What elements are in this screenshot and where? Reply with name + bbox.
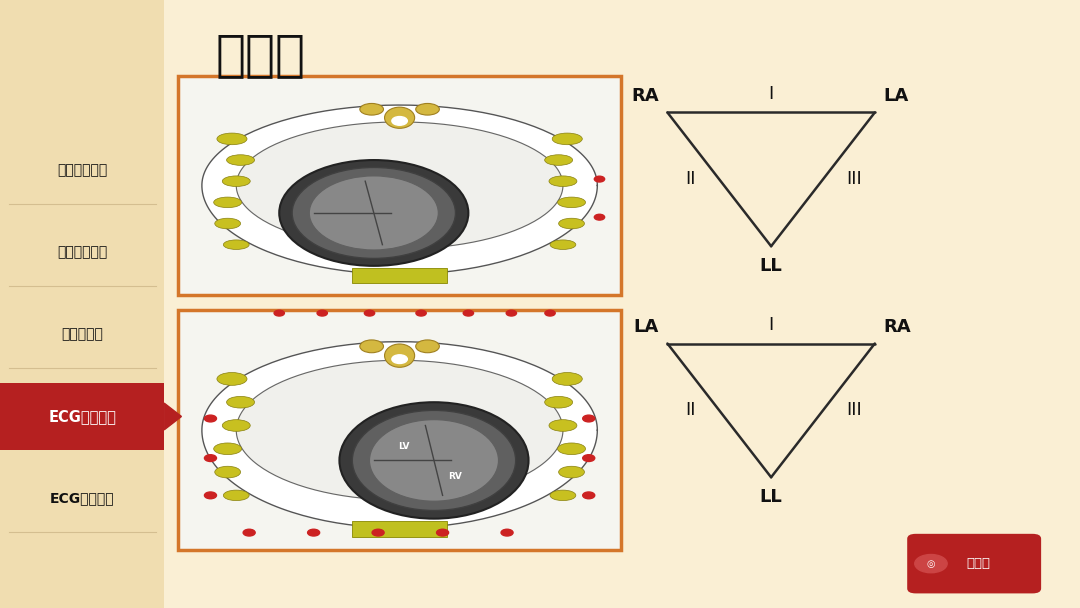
Ellipse shape: [215, 218, 241, 229]
Ellipse shape: [360, 340, 383, 353]
Circle shape: [243, 529, 255, 536]
Ellipse shape: [222, 420, 251, 431]
Text: ◎: ◎: [927, 559, 935, 568]
Ellipse shape: [217, 133, 247, 145]
Text: III: III: [847, 170, 863, 188]
Ellipse shape: [224, 490, 249, 500]
Circle shape: [507, 310, 516, 316]
Text: RV: RV: [448, 472, 462, 482]
Ellipse shape: [552, 373, 582, 385]
Text: 右位心: 右位心: [216, 31, 306, 78]
Ellipse shape: [416, 103, 440, 115]
Text: LA: LA: [883, 87, 908, 105]
Circle shape: [392, 117, 407, 125]
Ellipse shape: [549, 420, 577, 431]
Circle shape: [392, 355, 407, 364]
Text: 心电图导联: 心电图导联: [62, 327, 103, 342]
Circle shape: [204, 455, 216, 461]
Ellipse shape: [384, 107, 415, 128]
Circle shape: [915, 554, 947, 573]
Polygon shape: [237, 122, 563, 249]
Circle shape: [308, 529, 320, 536]
Ellipse shape: [280, 160, 469, 266]
Ellipse shape: [227, 396, 255, 408]
Text: 心电生理基础: 心电生理基础: [57, 163, 107, 178]
FancyBboxPatch shape: [352, 521, 447, 537]
Circle shape: [436, 529, 448, 536]
Ellipse shape: [416, 340, 440, 353]
Ellipse shape: [550, 240, 576, 249]
FancyBboxPatch shape: [907, 534, 1041, 593]
Circle shape: [583, 492, 595, 499]
Ellipse shape: [549, 176, 577, 187]
Circle shape: [204, 492, 216, 499]
Circle shape: [594, 176, 605, 182]
Ellipse shape: [227, 155, 255, 165]
Ellipse shape: [222, 176, 251, 187]
FancyBboxPatch shape: [178, 76, 621, 295]
Ellipse shape: [558, 218, 584, 229]
Text: LL: LL: [759, 257, 783, 275]
Text: ECG相关测量: ECG相关测量: [50, 491, 114, 506]
Ellipse shape: [557, 197, 585, 208]
Circle shape: [318, 310, 327, 316]
Polygon shape: [237, 361, 563, 500]
Text: ECG波形识别: ECG波形识别: [49, 409, 116, 424]
Ellipse shape: [544, 155, 572, 165]
Circle shape: [501, 529, 513, 536]
Ellipse shape: [360, 103, 383, 115]
Polygon shape: [164, 403, 181, 430]
Text: II: II: [685, 170, 696, 188]
Text: RA: RA: [631, 87, 659, 105]
Ellipse shape: [292, 167, 456, 258]
Circle shape: [583, 415, 595, 422]
FancyBboxPatch shape: [352, 268, 447, 283]
Text: RA: RA: [883, 318, 912, 336]
Text: LA: LA: [634, 318, 659, 336]
Ellipse shape: [557, 443, 585, 455]
Ellipse shape: [339, 402, 528, 519]
Circle shape: [416, 310, 427, 316]
Ellipse shape: [369, 420, 499, 501]
Ellipse shape: [384, 344, 415, 367]
Circle shape: [373, 529, 384, 536]
Ellipse shape: [215, 466, 241, 478]
Ellipse shape: [552, 133, 582, 145]
Polygon shape: [202, 105, 597, 274]
Text: 孔较瘦: 孔较瘦: [967, 557, 990, 570]
FancyBboxPatch shape: [0, 0, 164, 608]
Ellipse shape: [214, 197, 242, 208]
Ellipse shape: [309, 176, 438, 250]
Text: II: II: [685, 401, 696, 420]
Circle shape: [463, 310, 473, 316]
Circle shape: [364, 310, 375, 316]
Circle shape: [545, 310, 555, 316]
FancyBboxPatch shape: [0, 383, 164, 450]
Text: I: I: [769, 85, 773, 103]
Ellipse shape: [224, 240, 249, 249]
FancyBboxPatch shape: [178, 310, 621, 550]
Ellipse shape: [217, 373, 247, 385]
Text: I: I: [769, 316, 773, 334]
Text: 心脏传导系统: 心脏传导系统: [57, 245, 107, 260]
Ellipse shape: [544, 396, 572, 408]
Ellipse shape: [214, 443, 242, 455]
Circle shape: [204, 415, 216, 422]
Text: III: III: [847, 401, 863, 420]
Text: LV: LV: [399, 442, 409, 451]
Circle shape: [583, 455, 595, 461]
Text: LL: LL: [759, 488, 783, 506]
Ellipse shape: [558, 466, 584, 478]
Ellipse shape: [352, 410, 515, 511]
Circle shape: [594, 214, 605, 220]
Polygon shape: [202, 342, 597, 528]
Ellipse shape: [550, 490, 576, 500]
Circle shape: [274, 310, 284, 316]
